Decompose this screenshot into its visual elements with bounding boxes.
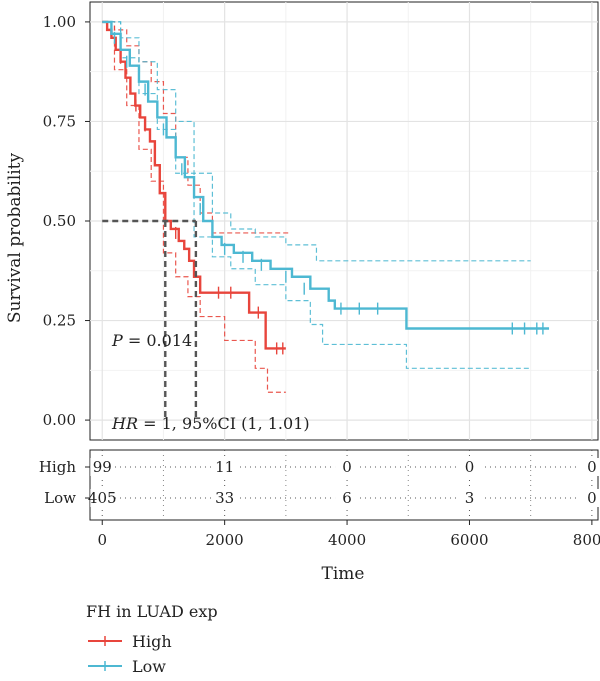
risk-count: 3 [465, 489, 475, 507]
risk-count-bg [579, 489, 600, 507]
ci-upper-high [102, 21, 289, 234]
risk-table-rows: High 99 11 0 0 0 Low 405 33 6 3 0 [39, 458, 600, 507]
risk-count-bg [212, 489, 237, 507]
p-value-annotation: P = 0.014 [111, 331, 192, 350]
risk-count: 0 [342, 458, 352, 476]
y-axis-label: Survival probability [5, 152, 25, 323]
y-tick-label: 0.25 [43, 312, 76, 330]
median-lines [102, 219, 198, 421]
hr-annotation: HR = 1, 95%CI (1, 1.01) [111, 414, 310, 433]
curve-low [102, 20, 550, 330]
x-tick-label: 2000 [206, 531, 244, 549]
legend-item-high: High [88, 632, 172, 651]
risk-count: 0 [465, 458, 475, 476]
x-tick-label: 0 [97, 531, 107, 549]
risk-count-bg [90, 489, 115, 507]
plot-panel: 0.00 0.25 0.50 0.75 1.00 P = 0.014 HR = 1, 9… [5, 1, 599, 441]
legend-label-low: Low [132, 657, 166, 676]
y-tick-label: 0.50 [43, 212, 76, 230]
risk-count: 405 [88, 489, 117, 507]
risk-table-grid [90, 450, 598, 520]
legend-title: FH in LUAD exp [86, 602, 218, 621]
risk-row-label: High [39, 458, 76, 476]
y-tick-label: 0.00 [43, 411, 76, 429]
legend: FH in LUAD exp High Low [86, 602, 218, 676]
x-axis-label: Time [322, 564, 365, 584]
risk-count: 33 [215, 489, 234, 507]
risk-count-bg [457, 458, 482, 476]
risk-count: 6 [342, 489, 352, 507]
risk-count: 11 [215, 458, 234, 476]
censor-marks [113, 31, 544, 355]
legend-item-low: Low [88, 657, 166, 676]
legend-label-high: High [132, 632, 172, 651]
risk-table: High 99 11 0 0 0 Low 405 33 6 3 0 0 2000 4000 6000 8000… [39, 449, 600, 584]
risk-count-bg [579, 458, 600, 476]
y-axis-ticks: 0.00 0.25 0.50 0.75 1.00 [43, 13, 90, 429]
x-axis-ticks: 0 2000 4000 6000 8000 [97, 520, 600, 549]
risk-count: 0 [587, 458, 597, 476]
risk-count: 0 [587, 489, 597, 507]
risk-count-bg [457, 489, 482, 507]
x-tick-label: 6000 [450, 531, 488, 549]
risk-count-bg [335, 458, 360, 476]
risk-count-bg [90, 458, 115, 476]
risk-count-bg [335, 489, 360, 507]
risk-row-label: Low [44, 489, 76, 507]
y-tick-label: 1.00 [43, 13, 76, 31]
risk-count-bg [212, 458, 237, 476]
y-tick-label: 0.75 [43, 112, 76, 130]
ci-upper-low [102, 21, 531, 262]
risk-count: 99 [93, 458, 112, 476]
x-tick-label: 4000 [328, 531, 366, 549]
x-tick-label: 8000 [573, 531, 600, 549]
